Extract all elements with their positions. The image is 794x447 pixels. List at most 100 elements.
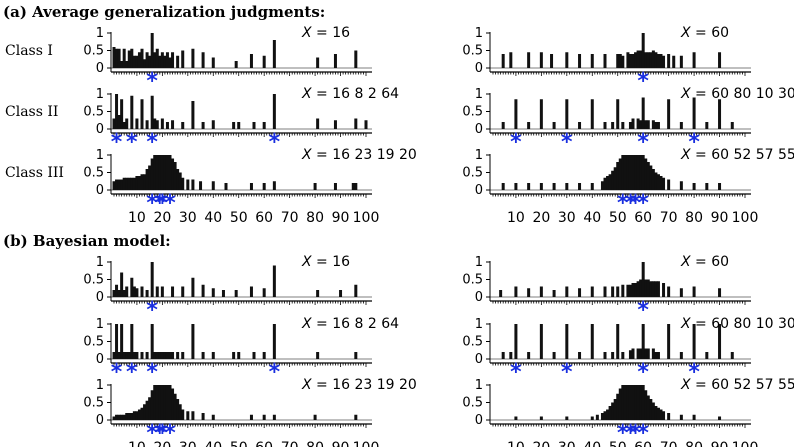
bar — [140, 352, 144, 359]
bar — [539, 183, 543, 190]
bar — [249, 414, 253, 420]
bar — [117, 290, 121, 297]
example-marker: * — [617, 421, 629, 446]
x-tick-label: 50 — [609, 210, 627, 226]
panel-label: X = 60 — [680, 254, 729, 270]
x-tick-label: 60 — [255, 210, 273, 226]
bar — [168, 385, 172, 420]
example-marker: * — [630, 191, 642, 216]
y-tick-label: 1 — [96, 148, 104, 163]
y-tick-label: 0.5 — [83, 166, 104, 181]
bar — [112, 416, 116, 420]
bar — [262, 352, 266, 359]
bar — [621, 155, 625, 190]
bar — [150, 158, 154, 190]
bar — [628, 122, 632, 129]
bar — [354, 284, 358, 297]
bar — [644, 279, 648, 297]
bar — [178, 404, 182, 420]
bar — [181, 50, 185, 68]
bar — [155, 48, 159, 68]
bar — [611, 170, 615, 190]
panel-a-left-1: 0 0.5 1 * X = 16 — [83, 25, 372, 94]
bar — [501, 183, 505, 190]
bar — [155, 286, 159, 297]
bar — [122, 177, 126, 190]
bar — [117, 179, 121, 190]
bar — [120, 179, 124, 190]
bar — [552, 352, 556, 359]
bar — [565, 52, 569, 68]
y-tick-label: 0 — [475, 352, 483, 367]
bar — [641, 262, 645, 297]
bar — [115, 179, 119, 190]
bar — [125, 177, 129, 190]
x-tick-label: 10 — [507, 440, 525, 447]
bar — [115, 414, 119, 420]
bar — [623, 385, 627, 420]
bar — [565, 324, 569, 359]
example-marker: * — [164, 421, 176, 446]
bar — [656, 54, 660, 68]
bar — [130, 95, 134, 129]
bar — [692, 324, 696, 359]
bar — [137, 52, 141, 68]
bar — [692, 97, 696, 129]
bar — [514, 183, 518, 190]
bar — [176, 352, 180, 359]
bar — [176, 55, 180, 68]
bar — [718, 288, 722, 297]
bar — [552, 122, 556, 129]
bar — [618, 388, 622, 420]
example-marker: * — [688, 130, 700, 155]
example-marker: * — [625, 421, 637, 446]
bar — [237, 122, 241, 129]
bar — [125, 352, 129, 359]
example-marker: * — [630, 421, 642, 446]
bar — [249, 54, 253, 68]
bar — [603, 286, 607, 297]
bar — [611, 122, 615, 129]
bar — [578, 288, 582, 297]
panel-label: X = 16 23 19 20 — [301, 377, 417, 393]
y-tick-label: 1 — [475, 87, 483, 102]
bar — [509, 352, 513, 359]
bar — [191, 277, 195, 297]
bar — [662, 55, 666, 68]
bar — [115, 324, 119, 359]
bar — [232, 122, 236, 129]
bar — [201, 122, 205, 129]
bar — [730, 352, 734, 359]
y-tick-label: 1 — [96, 255, 104, 270]
bar — [135, 118, 139, 129]
x-tick-label: 30 — [179, 440, 197, 447]
bar — [171, 120, 175, 129]
panel-b-left-3: 00.51****X = 16 23 19 201020304050607080… — [83, 377, 417, 447]
panel-b-left-1: 0 0.5 1 * X = 16 — [83, 254, 372, 323]
bar — [705, 122, 709, 129]
bar — [654, 52, 658, 68]
example-marker: * — [637, 69, 649, 94]
bar — [364, 120, 368, 129]
y-tick-label: 1 — [96, 26, 104, 41]
bar — [351, 183, 355, 190]
panel-label: X = 60 80 10 30 — [680, 316, 794, 332]
bar — [132, 352, 136, 359]
bar — [140, 286, 144, 297]
bar — [153, 118, 157, 129]
bar — [115, 48, 119, 68]
bar — [718, 52, 722, 68]
bar — [191, 48, 195, 68]
bar — [130, 48, 134, 68]
x-tick-label: 80 — [685, 210, 703, 226]
bar — [718, 416, 722, 420]
bar — [613, 399, 617, 420]
bar — [145, 290, 149, 297]
x-tick-label: 50 — [230, 210, 248, 226]
panel-a-right-2: 0 0.5 1 * * * * X = 60 80 10 30 — [462, 86, 794, 155]
y-tick-label: 0.5 — [462, 396, 483, 411]
y-tick-label: 0 — [475, 290, 483, 305]
panel-label: X = 60 80 10 30 — [680, 86, 794, 102]
example-marker: * — [146, 69, 158, 94]
bar — [603, 177, 607, 190]
